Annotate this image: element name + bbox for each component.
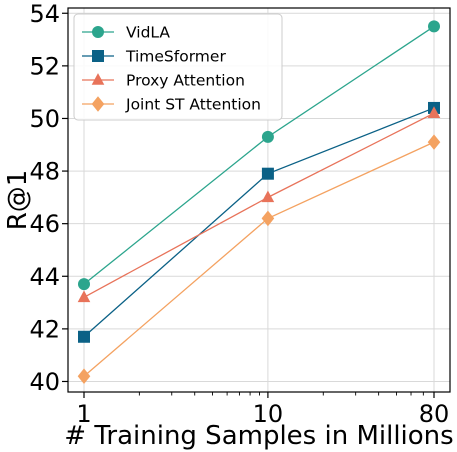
series-joint-st-attention xyxy=(77,134,441,385)
series-line xyxy=(83,107,435,338)
legend-box xyxy=(73,13,283,121)
y-tick-label: 52 xyxy=(29,52,60,80)
data-point xyxy=(78,278,90,291)
data-point xyxy=(261,210,275,227)
y-axis-label: R@1 xyxy=(3,170,33,231)
x-axis-label: # Training Samples in Millions xyxy=(64,421,453,451)
data-point xyxy=(427,134,441,150)
x-tick-label: 10 xyxy=(253,400,284,428)
data-point xyxy=(77,368,91,385)
series-layer xyxy=(77,20,441,385)
legend-label: Joint ST Attention xyxy=(125,96,261,114)
data-point xyxy=(428,20,440,33)
y-tick-label: 54 xyxy=(29,0,60,28)
legend: VidLA TimeSformer Proxy Attention Joint ST … xyxy=(73,13,283,121)
y-tick-label: 46 xyxy=(29,210,60,238)
legend-marker xyxy=(92,26,104,38)
legend-marker xyxy=(91,73,105,85)
series-vidla xyxy=(78,20,440,291)
y-tick-label: 40 xyxy=(29,368,60,396)
series-proxy-attention xyxy=(77,106,441,303)
legend-label: Proxy Attention xyxy=(126,72,245,90)
y-tick-label: 42 xyxy=(29,315,60,343)
y-tick-label: 48 xyxy=(29,158,60,186)
y-tick-label: 50 xyxy=(29,105,60,133)
y-tick-label: 44 xyxy=(29,263,60,291)
data-point xyxy=(77,290,91,303)
series-line xyxy=(83,141,435,377)
data-point xyxy=(261,130,274,143)
plot-frame xyxy=(67,7,451,393)
series-line xyxy=(83,112,435,298)
data-point xyxy=(427,106,441,119)
legend-label: VidLA xyxy=(126,24,170,42)
data-point xyxy=(261,190,275,203)
data-point xyxy=(78,330,90,343)
legend-marker xyxy=(91,96,105,112)
legend-label: TimeSformer xyxy=(125,48,226,66)
x-tick-label: 80 xyxy=(419,400,450,428)
data-point xyxy=(261,167,274,180)
x-tick-label: 1 xyxy=(76,400,91,428)
legend-marker xyxy=(92,50,104,62)
tick-layer: 1 10 80 40 42 44 46 48 50 52 54 xyxy=(29,0,449,428)
